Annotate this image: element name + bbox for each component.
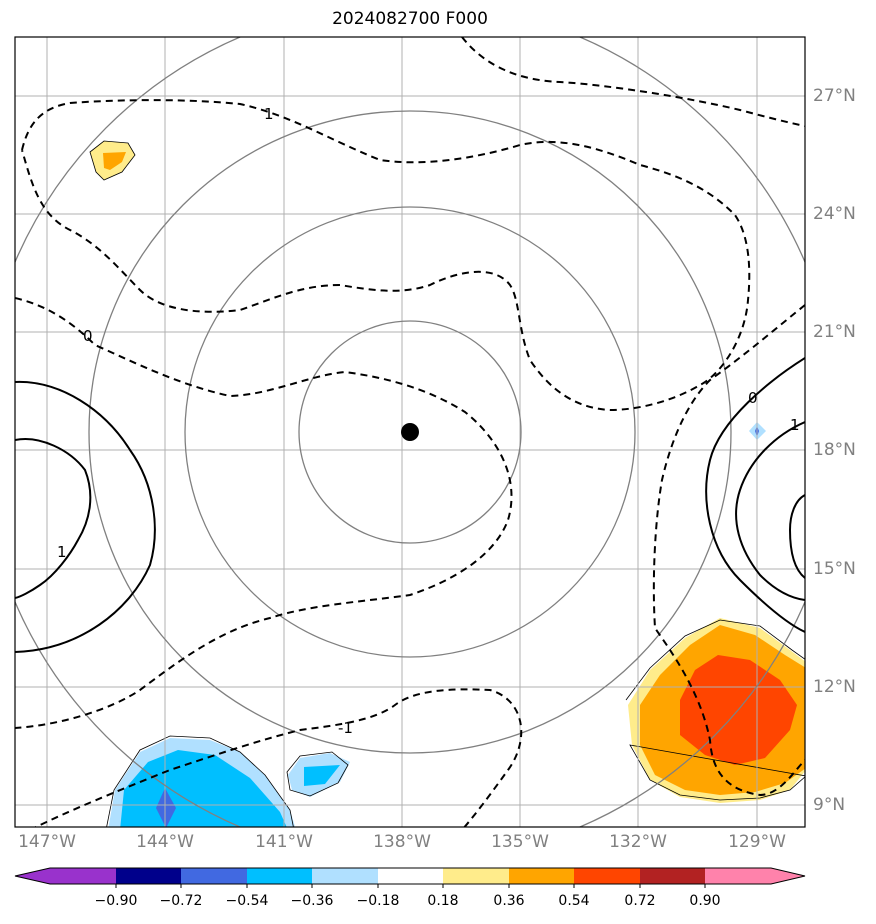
colorbar-tick-label: 0.36 <box>493 893 525 909</box>
map-plot-area: 1 0 0 1 1 -1 <box>15 37 805 827</box>
lat-label: 9°N <box>813 795 846 815</box>
contour-labels: 1 0 0 1 1 -1 <box>57 105 800 737</box>
colorbar-tick-label: 0.18 <box>427 893 459 909</box>
colorbar-tick-label: 0.90 <box>689 893 721 909</box>
lon-label: 144°W <box>136 832 194 852</box>
lon-label: 138°W <box>373 832 431 852</box>
lon-label: 141°W <box>255 832 313 852</box>
contour-label: 0 <box>83 327 93 345</box>
contour-label: 1 <box>57 543 67 561</box>
lat-label: 15°N <box>813 559 856 579</box>
lon-label: 129°W <box>728 832 786 852</box>
range-circle-icon <box>184 206 636 658</box>
lat-label: 21°N <box>813 322 856 342</box>
lat-label: 27°N <box>813 86 856 106</box>
lon-label: 135°W <box>491 832 549 852</box>
colorbar-tick-label: −0.36 <box>290 893 334 909</box>
range-rings <box>15 37 805 827</box>
dashed-contours <box>15 37 805 827</box>
contour-label: 0 <box>748 389 758 407</box>
lon-label: 147°W <box>18 832 76 852</box>
colorbar-tick-label: −0.72 <box>159 893 203 909</box>
contour-label: 1 <box>790 416 800 434</box>
map-title: 2024082700 F000 <box>332 9 488 29</box>
colorbar-extend-max <box>771 868 805 884</box>
shading-outlines <box>89 140 805 827</box>
solid-contours <box>15 357 805 653</box>
storm-center-dot-icon <box>401 423 419 441</box>
colorbar-tick-label: −0.90 <box>94 893 138 909</box>
colorbar-tick-label: 0.72 <box>624 893 656 909</box>
lon-label: 132°W <box>609 832 667 852</box>
colorbar <box>14 867 806 888</box>
colorbar-tick-label: −0.18 <box>356 893 400 909</box>
lat-label: 12°N <box>813 677 856 697</box>
colorbar-tick-label: 0.54 <box>558 893 590 909</box>
lat-label: 24°N <box>813 204 856 224</box>
range-circle-icon <box>298 320 522 544</box>
colorbar-extend-min <box>15 868 50 884</box>
anomaly-shading <box>90 141 805 827</box>
lat-label: 18°N <box>813 440 856 460</box>
colorbar-tick-label: −0.54 <box>225 893 269 909</box>
map-frame <box>14 36 806 828</box>
contour-label: 1 <box>264 105 274 123</box>
range-circle-icon <box>88 110 732 754</box>
contour-label: -1 <box>338 719 353 737</box>
